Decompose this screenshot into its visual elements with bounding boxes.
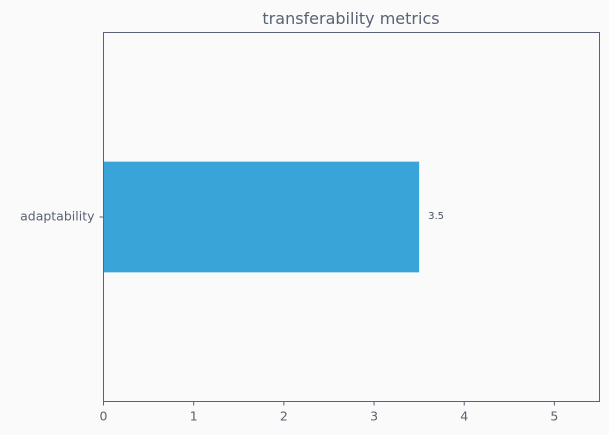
data-labels-layer: 3.5 [428, 211, 444, 222]
x-tick-label: 2 [280, 409, 288, 424]
x-tick-label: 1 [190, 409, 198, 424]
y-tick-label-adaptability: adaptability [20, 209, 95, 224]
x-tick-label: 5 [550, 409, 558, 424]
x-axis: 0 1 2 3 4 5 [100, 401, 558, 424]
y-axis: adaptability [20, 209, 104, 224]
bar-adaptability [103, 161, 420, 273]
bars-layer [103, 161, 420, 273]
chart-title: transferability metrics [262, 9, 439, 28]
x-tick-label: 3 [370, 409, 378, 424]
x-tick-label: 4 [460, 409, 468, 424]
data-label-adaptability: 3.5 [428, 211, 444, 222]
x-tick-label: 0 [100, 409, 108, 424]
